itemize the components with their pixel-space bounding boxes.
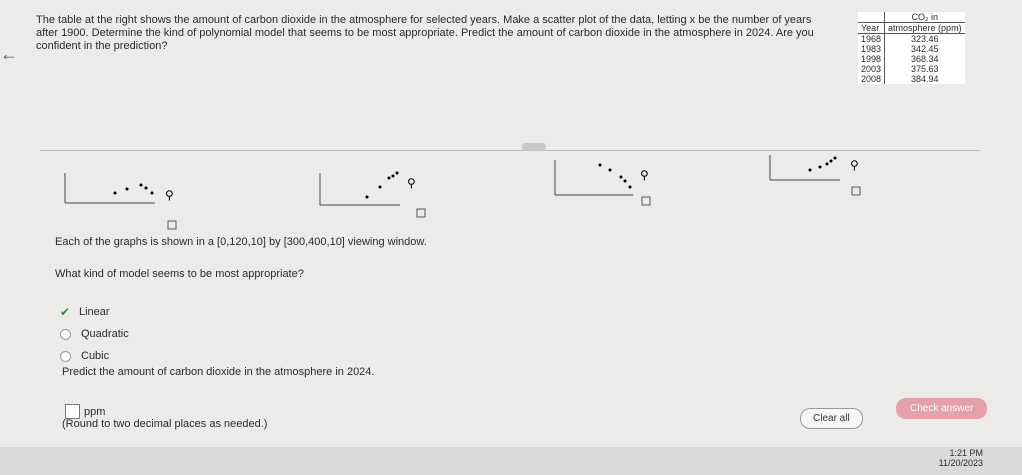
- table-cell: 1998: [858, 54, 886, 64]
- date: 11/20/2023: [938, 458, 983, 468]
- header-cell: atmosphere (ppm): [884, 22, 965, 34]
- table-cell: 1983: [858, 44, 886, 54]
- graph-b[interactable]: ⚲: [319, 171, 426, 218]
- table-cell: 1968: [858, 33, 886, 44]
- option-label: Quadratic: [81, 328, 129, 340]
- svg-text:⚲: ⚲: [165, 188, 174, 202]
- table-cell: 375.63: [911, 64, 939, 74]
- table-row: 1998 368.34: [858, 54, 965, 64]
- svg-text:⚲: ⚲: [407, 176, 416, 190]
- table-cell: 368.34: [911, 54, 939, 64]
- options: ✔ Linear Quadratic Cubic: [60, 306, 129, 372]
- question-prompt: What kind of model seems to be most appr…: [55, 268, 304, 280]
- graph-d[interactable]: ⚲: [769, 155, 861, 196]
- divider: [40, 150, 980, 151]
- table-cell: 342.45: [911, 44, 939, 54]
- radio[interactable]: [60, 328, 71, 340]
- graph-a[interactable]: ⚲: [64, 173, 177, 230]
- option-label: Linear: [79, 306, 110, 318]
- table-row: 2008 384.94: [858, 74, 965, 84]
- hint: (Round to two decimal places as needed.): [62, 418, 268, 430]
- table-row: 1968 323.46: [858, 33, 965, 44]
- problem-text: The table at the right shows the amount …: [36, 14, 814, 52]
- answer-input[interactable]: [65, 404, 80, 419]
- option[interactable]: Cubic: [60, 350, 129, 362]
- table-cell: 2008: [858, 74, 886, 84]
- clear-all-button[interactable]: Clear all: [800, 408, 863, 429]
- graph-c[interactable]: ⚲: [554, 160, 651, 206]
- check-answer-button[interactable]: Check answer: [896, 398, 988, 419]
- option-label: Cubic: [81, 350, 110, 362]
- time: 1:21 PM: [949, 448, 983, 458]
- unit-label: ppm: [84, 406, 106, 418]
- header-cell: CO₂ in: [884, 12, 965, 23]
- graphs-note: Each of the graphs is shown in a [0,120,…: [55, 236, 427, 248]
- option[interactable]: Quadratic: [60, 328, 129, 340]
- table-cell: 2003: [858, 64, 886, 74]
- radio[interactable]: [60, 350, 71, 362]
- back-arrow[interactable]: ←: [0, 44, 18, 64]
- radio[interactable]: ✔: [60, 304, 71, 319]
- svg-text:⚲: ⚲: [850, 158, 859, 172]
- svg-text:⚲: ⚲: [640, 168, 649, 182]
- header-cell: Year: [858, 22, 886, 34]
- taskbar: [0, 447, 1022, 475]
- clock: 1:21 PM 11/20/2023: [938, 448, 983, 468]
- question-prompt: Predict the amount of carbon dioxide in …: [62, 366, 375, 378]
- table-cell: 323.46: [911, 34, 939, 44]
- data-table: CO₂ in Year atmosphere (ppm) 1968 323.46 19…: [858, 12, 965, 84]
- drag-handle[interactable]: [522, 143, 546, 151]
- table-cell: 384.94: [911, 74, 939, 84]
- table-row: 1983 342.45: [858, 44, 965, 54]
- graphs: ⚲ ⚲ ⚲ ⚲: [64, 155, 861, 230]
- table-row: 2003 375.63: [858, 64, 965, 74]
- option[interactable]: ✔ Linear: [60, 304, 129, 319]
